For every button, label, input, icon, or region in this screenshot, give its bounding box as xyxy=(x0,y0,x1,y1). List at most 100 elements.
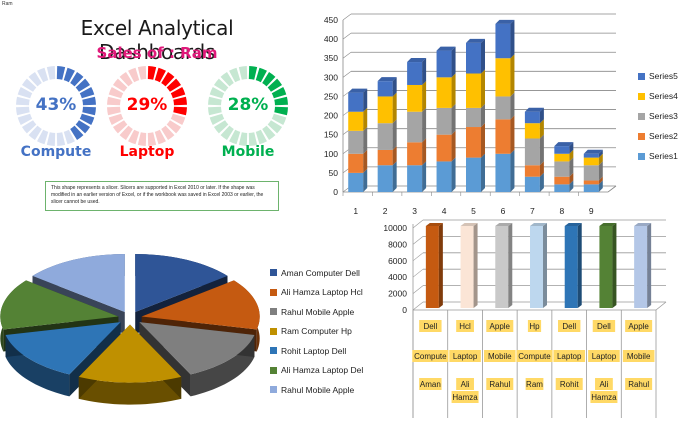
table-cell-label: Ali xyxy=(599,380,608,389)
table-cell-label: Aman xyxy=(420,380,441,389)
donut-percent-laptop: 29% xyxy=(126,95,168,115)
legend-item-series2: Series2 xyxy=(638,126,678,146)
stacked-chart-legend: Series5 Series4 Series3 Series2 Series1 xyxy=(638,66,678,166)
svg-text:10000: 10000 xyxy=(383,223,407,233)
donut-label-mobile: Mobile xyxy=(221,144,275,160)
bar[interactable] xyxy=(564,226,578,308)
exploded-pie-chart[interactable] xyxy=(0,250,265,410)
pie-legend-item: Aman Computer Dell xyxy=(270,263,363,283)
legend-label: Series1 xyxy=(649,151,678,161)
svg-text:0: 0 xyxy=(402,305,407,315)
legend-label: Rahul Mobile Apple xyxy=(281,306,355,317)
legend-label: Ram Computer Hp xyxy=(281,326,352,337)
svg-text:9: 9 xyxy=(589,206,594,216)
table-cell-label: Laptop xyxy=(592,352,617,361)
donut-percent-mobile: 28% xyxy=(227,95,269,115)
svg-text:3: 3 xyxy=(412,206,417,216)
table-cell-label: Rahul xyxy=(628,380,649,389)
svg-text:50: 50 xyxy=(329,168,339,178)
legend-swatch xyxy=(638,132,645,140)
dashboard-subtitle: Sales of : Ram xyxy=(96,44,218,62)
table-cell-label: Hp xyxy=(529,322,540,331)
pie-legend-item: Rohit Laptop Dell xyxy=(270,341,363,361)
legend-item-series1: Series1 xyxy=(638,146,678,166)
legend-label: Ali Hamza Laptop Del xyxy=(281,365,364,376)
legend-swatch xyxy=(270,366,277,374)
legend-label: Aman Computer Dell xyxy=(281,267,360,278)
svg-text:450: 450 xyxy=(324,15,338,25)
table-cell-label: Hamza xyxy=(591,393,617,402)
dashboard-title: Excel Analytical Dashboards xyxy=(80,16,234,64)
table-cell-label: Dell xyxy=(562,322,576,331)
svg-text:2000: 2000 xyxy=(388,289,407,299)
bar[interactable] xyxy=(460,226,474,308)
legend-swatch xyxy=(270,288,277,296)
legend-swatch xyxy=(638,152,645,160)
slicer-placeholder-note[interactable]: This shape represents a slicer. Slicers … xyxy=(45,181,279,211)
svg-text:300: 300 xyxy=(324,72,338,82)
donut-ring-mobile xyxy=(208,66,288,146)
legend-label: Rohit Laptop Dell xyxy=(281,345,347,356)
svg-text:350: 350 xyxy=(324,53,338,63)
legend-label: Ali Hamza Laptop Hcl xyxy=(281,287,363,298)
svg-text:6: 6 xyxy=(501,206,506,216)
pie-legend-item: Ram Computer Hp xyxy=(270,322,363,342)
donut-label-compute: Compute xyxy=(20,144,92,160)
table-cell-label: Apple xyxy=(490,322,511,331)
legend-swatch xyxy=(270,347,277,355)
sales-bar-chart[interactable]: 0 2000 4000 6000 8000 10000 Dell Hcl Apple Hp Dell… xyxy=(380,210,690,425)
table-cell-label: Dell xyxy=(423,322,437,331)
donut-percent-compute: 43% xyxy=(35,95,77,115)
pie-slice[interactable] xyxy=(78,324,182,405)
legend-label: Series2 xyxy=(649,131,678,141)
legend-swatch xyxy=(270,327,277,335)
table-cell-label: Ali xyxy=(461,380,470,389)
legend-item-series5: Series5 xyxy=(638,66,678,86)
table-cell-label: Laptop xyxy=(453,352,478,361)
table-cell-label: Compute xyxy=(414,352,447,361)
legend-swatch xyxy=(270,308,277,316)
svg-text:2: 2 xyxy=(383,206,388,216)
legend-item-series3: Series3 xyxy=(638,106,678,126)
bar[interactable] xyxy=(425,226,439,308)
svg-text:4: 4 xyxy=(442,206,447,216)
pie-legend-item: Rahul Mobile Apple xyxy=(270,302,363,322)
table-cell-label: Mobile xyxy=(627,352,651,361)
table-cell-label: Rohit xyxy=(560,380,579,389)
svg-text:1: 1 xyxy=(353,206,358,216)
svg-text:6000: 6000 xyxy=(388,256,407,266)
table-cell-label: Rahul xyxy=(489,380,510,389)
donut-ring-compute xyxy=(16,66,96,146)
legend-item-series4: Series4 xyxy=(638,86,678,106)
svg-text:4000: 4000 xyxy=(388,272,407,282)
svg-text:200: 200 xyxy=(324,111,338,121)
table-cell-label: Mobile xyxy=(488,352,512,361)
bar[interactable] xyxy=(495,226,509,308)
donut-ring-laptop xyxy=(107,66,187,146)
table-cell-label: Laptop xyxy=(557,352,582,361)
svg-text:8: 8 xyxy=(559,206,564,216)
table-cell-label: Compute xyxy=(518,352,551,361)
table-cell-label: Apple xyxy=(628,322,649,331)
svg-text:150: 150 xyxy=(324,130,338,140)
bar[interactable] xyxy=(530,226,543,308)
stacked-bar-chart[interactable]: 0 50 100 150 200 250 300 350 400 450 1 2 3 4 5 6 7 8 9 xyxy=(305,5,625,220)
legend-label: Series4 xyxy=(649,91,678,101)
svg-text:400: 400 xyxy=(324,34,338,44)
table-cell-label: Dell xyxy=(597,322,611,331)
table-cell-label: Hamza xyxy=(452,393,478,402)
pie-chart-legend: Aman Computer Dell Ali Hamza Laptop Hcl Ra… xyxy=(270,263,363,400)
pie-legend-item: Ali Hamza Laptop Hcl xyxy=(270,283,363,303)
legend-swatch xyxy=(638,92,645,100)
donut-label-laptop: Laptop xyxy=(119,144,175,160)
svg-text:100: 100 xyxy=(324,149,338,159)
legend-label: Series3 xyxy=(649,111,678,121)
bar[interactable] xyxy=(634,226,648,308)
svg-text:0: 0 xyxy=(333,187,338,197)
legend-label: Series5 xyxy=(649,71,678,81)
sheet-name-label: Ram xyxy=(2,1,13,7)
bar[interactable] xyxy=(599,226,613,308)
legend-swatch xyxy=(638,112,645,120)
svg-text:250: 250 xyxy=(324,91,338,101)
pie-legend-item: Rahul Mobile Apple xyxy=(270,380,363,400)
